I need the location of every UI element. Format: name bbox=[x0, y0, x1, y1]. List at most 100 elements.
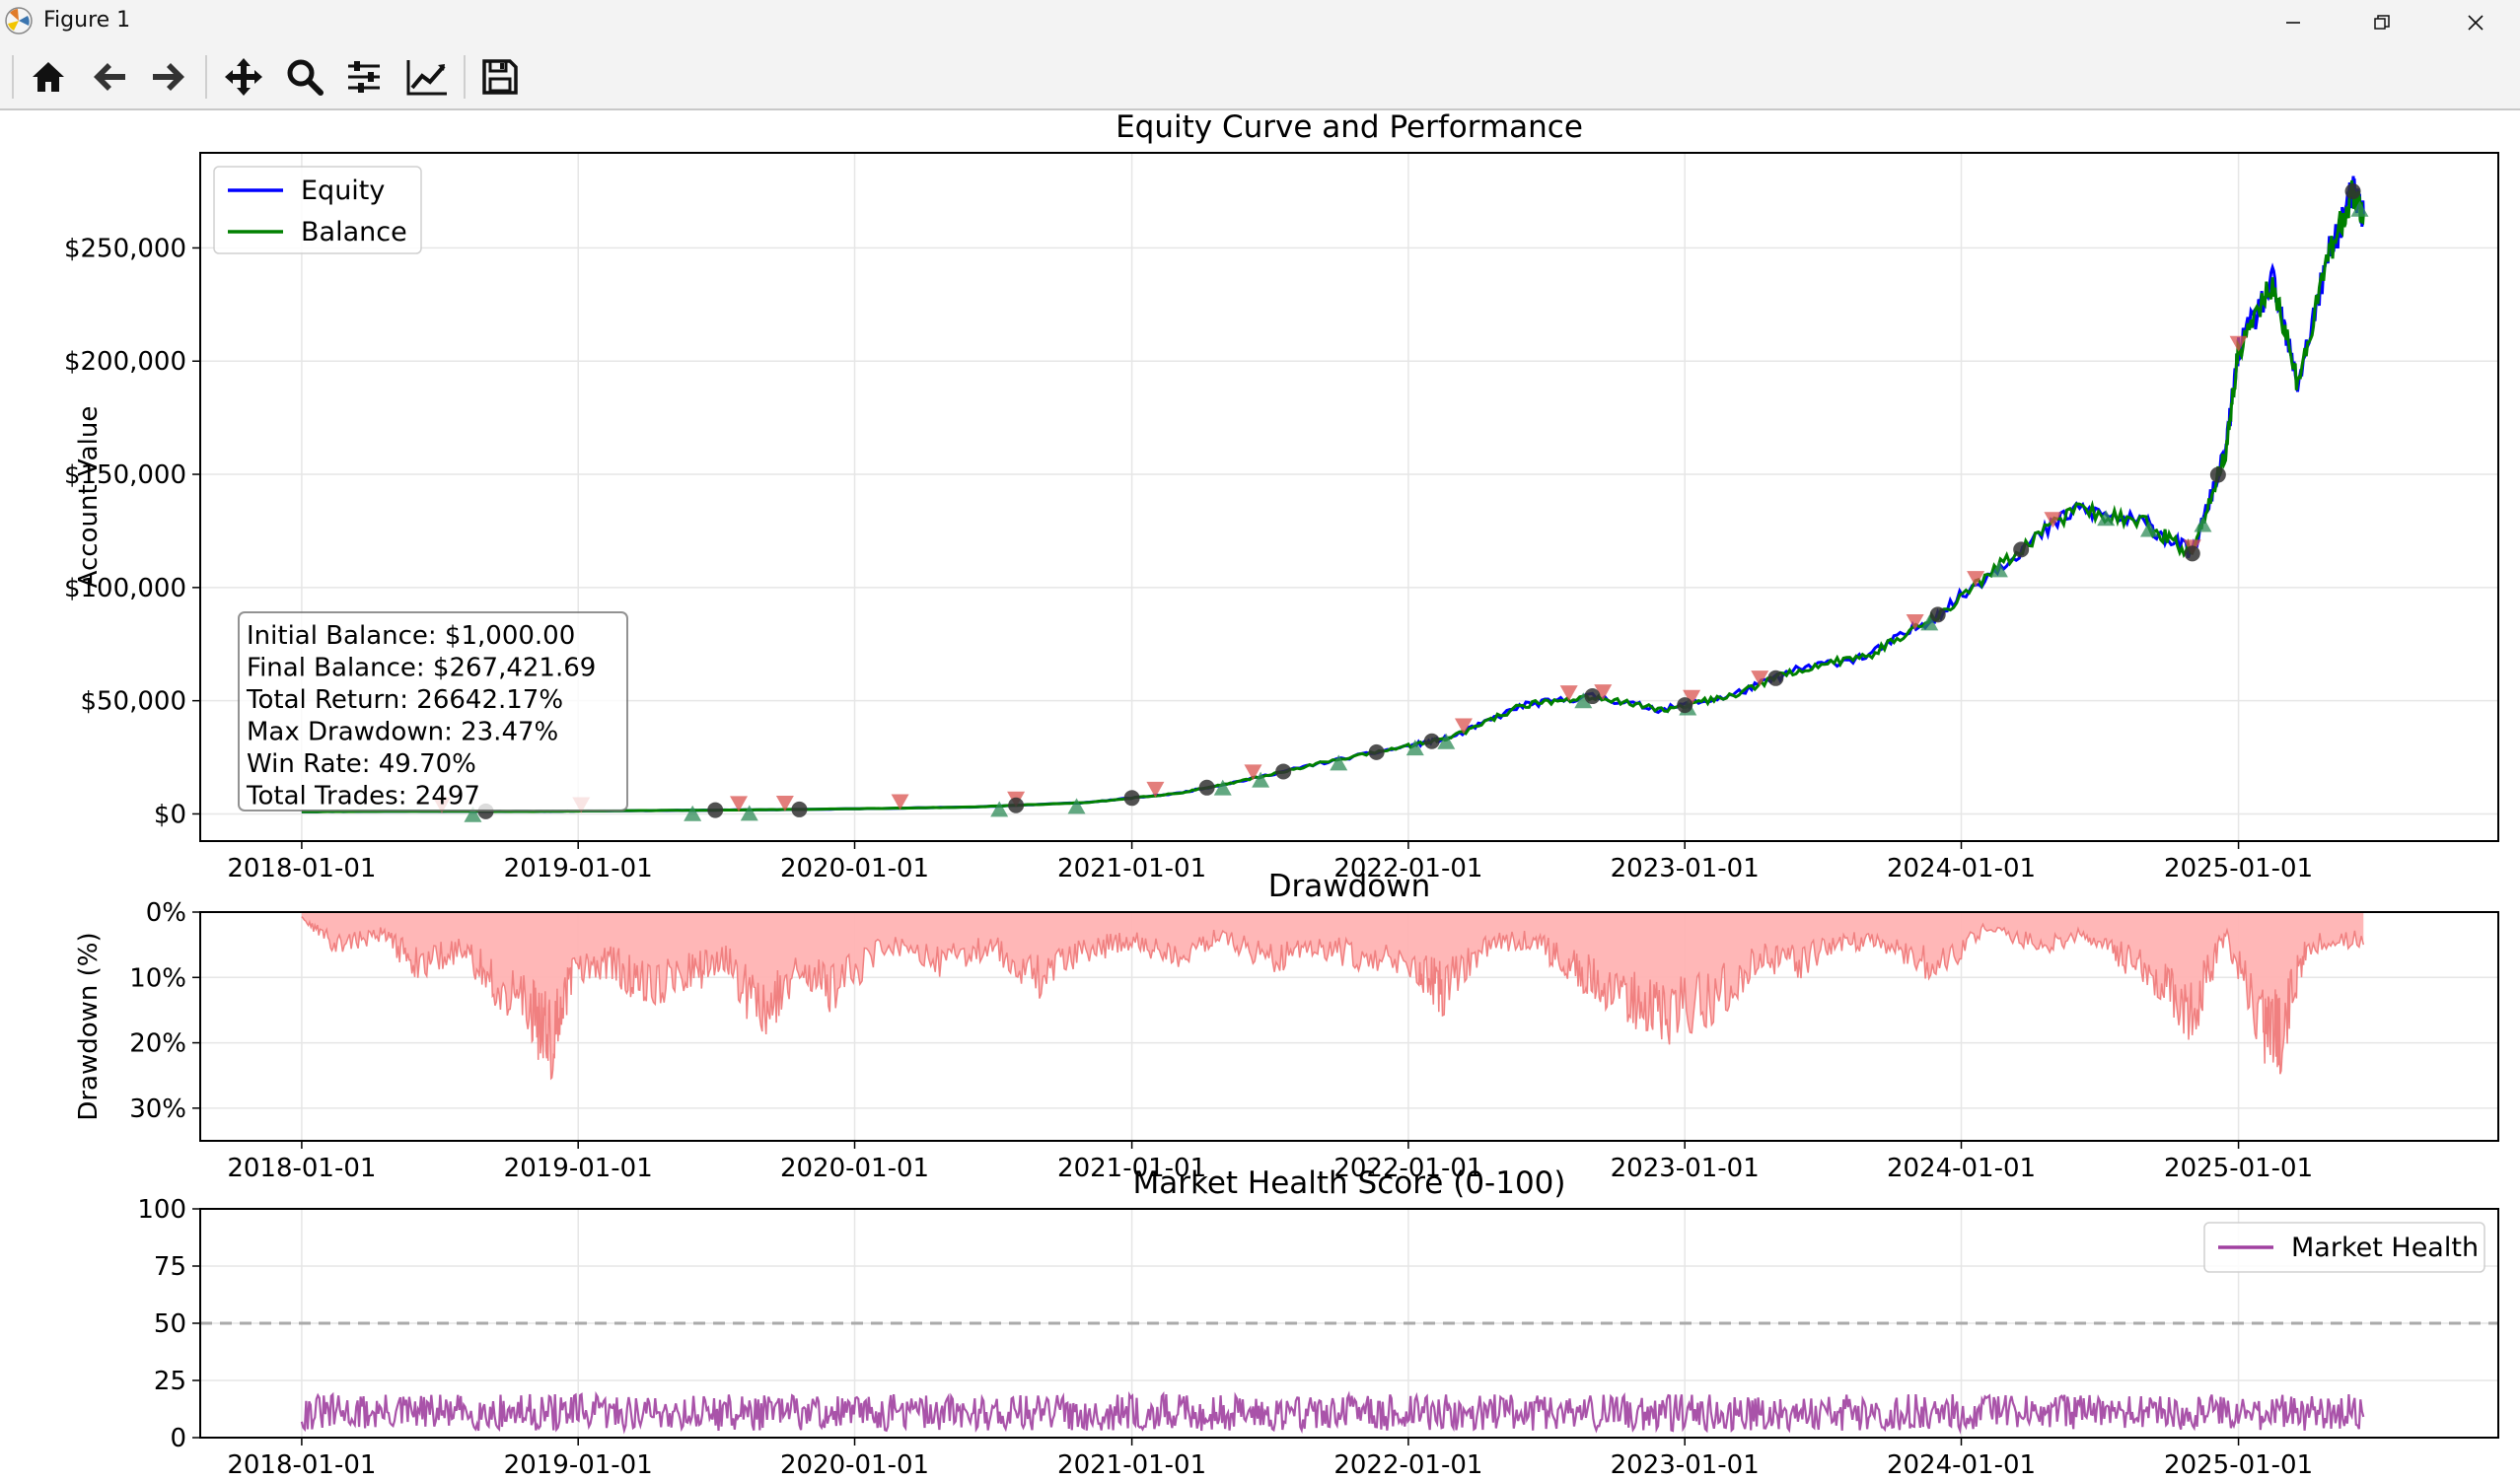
back-button[interactable] bbox=[87, 55, 132, 99]
y-tick-label: $200,000 bbox=[64, 347, 186, 377]
buy-marker bbox=[2097, 510, 2116, 527]
sell-marker bbox=[1244, 764, 1262, 781]
drawdown-area bbox=[301, 912, 2364, 1079]
buy-marker bbox=[1574, 692, 1593, 709]
sliders-icon bbox=[348, 61, 380, 93]
sell-marker bbox=[1454, 718, 1473, 735]
arrow-left-icon bbox=[94, 63, 125, 91]
exit-marker bbox=[1584, 688, 1601, 705]
x-tick-label: 2024-01-01 bbox=[1887, 1450, 2036, 1480]
exit-marker bbox=[2209, 466, 2226, 483]
equity-axes: 2018-01-01 2019-01-01 2020-01-01 2021-01-01… bbox=[64, 110, 2499, 883]
stats-line: Max Drawdown: 23.47% bbox=[247, 718, 558, 747]
sell-marker bbox=[2229, 335, 2248, 352]
legend-frame bbox=[2203, 1222, 2485, 1273]
x-tick-label: 2021-01-01 bbox=[1057, 854, 1206, 883]
drawdown-axes: 2018-01-01 2019-01-01 2020-01-01 2021-01-01… bbox=[74, 869, 2499, 1183]
exit-marker bbox=[1423, 733, 1440, 749]
y-tick-label: 50 bbox=[154, 1309, 186, 1339]
forward-button[interactable] bbox=[146, 55, 191, 99]
figure-canvas[interactable]: 2018-01-01 2019-01-01 2020-01-01 2021-01-01… bbox=[0, 110, 2520, 1482]
close-icon bbox=[2468, 15, 2484, 31]
buy-marker bbox=[1920, 614, 1939, 631]
magnifier-icon bbox=[287, 59, 324, 96]
exit-marker bbox=[1929, 606, 1946, 623]
save-button[interactable] bbox=[477, 55, 523, 99]
axes-frame bbox=[199, 152, 2499, 842]
sell-marker bbox=[775, 796, 794, 812]
buy-marker bbox=[2139, 521, 2158, 537]
maximize-button[interactable] bbox=[2338, 0, 2426, 45]
stats-box-frame bbox=[238, 611, 628, 812]
zoom-button[interactable] bbox=[282, 55, 327, 99]
exit-marker bbox=[1368, 743, 1385, 760]
edit-axis-button[interactable] bbox=[404, 55, 450, 99]
x-tick-label: 2021-01-01 bbox=[1057, 1450, 1206, 1480]
pan-button[interactable] bbox=[221, 55, 266, 99]
exit-marker bbox=[2344, 183, 2361, 200]
x-tick-label: 2023-01-01 bbox=[1611, 1450, 1760, 1480]
equity-legend: Equity Balance bbox=[213, 166, 422, 254]
x-tick-label: 2022-01-01 bbox=[1333, 854, 1482, 883]
stats-line: Final Balance: $267,421.69 bbox=[247, 654, 596, 683]
sell-marker bbox=[730, 796, 749, 812]
sell-marker bbox=[1559, 685, 1578, 702]
buy-marker bbox=[1330, 754, 1348, 771]
exit-marker bbox=[1275, 763, 1292, 780]
minimize-button[interactable] bbox=[2249, 0, 2338, 45]
axes-title: Market Health Score (0-100) bbox=[1132, 1165, 1565, 1201]
sell-marker bbox=[2044, 512, 2062, 529]
market-health-axes: 2018-01-01 2019-01-01 2020-01-01 2021-01-01… bbox=[137, 1165, 2499, 1480]
buy-marker bbox=[1437, 733, 1456, 749]
sell-marker bbox=[1906, 614, 1924, 631]
drawdown-line bbox=[301, 916, 2365, 1081]
buy-marker bbox=[1405, 740, 1424, 756]
sell-marker bbox=[1751, 670, 1769, 687]
x-tick-label: 2024-01-01 bbox=[1887, 1154, 2036, 1183]
x-tick-label: 2021-01-01 bbox=[1057, 1154, 1206, 1183]
floppy-disk-icon bbox=[482, 59, 518, 95]
buy-marker bbox=[464, 806, 482, 822]
stats-line: Initial Balance: $1,000.00 bbox=[247, 621, 575, 651]
x-tick-label: 2019-01-01 bbox=[504, 854, 653, 883]
performance-stats-box: Initial Balance: $1,000.00 Final Balance:… bbox=[238, 611, 628, 812]
buy-marker bbox=[1252, 771, 1270, 788]
stats-line: Total Return: 26642.17% bbox=[246, 685, 563, 715]
axes-title: Drawdown bbox=[1268, 869, 1431, 904]
x-tick-label: 2020-01-01 bbox=[780, 1450, 929, 1480]
x-tick-label: 2023-01-01 bbox=[1611, 1154, 1760, 1183]
x-tick-label: 2018-01-01 bbox=[227, 1154, 376, 1183]
exit-marker bbox=[791, 801, 808, 817]
buy-marker bbox=[1989, 561, 2008, 578]
matplotlib-app-icon bbox=[5, 7, 33, 35]
move-arrows-icon bbox=[225, 58, 262, 96]
y-tick-label: $250,000 bbox=[64, 234, 186, 263]
x-tick-label: 2022-01-01 bbox=[1333, 1154, 1482, 1183]
home-button[interactable] bbox=[26, 55, 71, 99]
window-titlebar: Figure 1 bbox=[0, 0, 2520, 45]
y-tick-label: 75 bbox=[154, 1252, 186, 1282]
y-tick-label: 0 bbox=[170, 1424, 186, 1453]
arrow-right-icon bbox=[153, 63, 184, 91]
toolbar-separator bbox=[12, 55, 14, 99]
window-title: Figure 1 bbox=[43, 8, 131, 33]
y-axis-label: Drawdown (%) bbox=[74, 932, 104, 1120]
x-tick-label: 2024-01-01 bbox=[1887, 854, 2036, 883]
sell-marker bbox=[891, 794, 909, 811]
x-tick-label: 2022-01-01 bbox=[1333, 1450, 1482, 1480]
x-tick-label: 2020-01-01 bbox=[780, 854, 929, 883]
line-chart-icon bbox=[406, 60, 447, 96]
minimize-icon bbox=[2286, 22, 2300, 24]
axes-title: Equity Curve and Performance bbox=[1116, 110, 1583, 145]
x-tick-label: 2025-01-01 bbox=[2164, 1450, 2313, 1480]
x-tick-label: 2019-01-01 bbox=[504, 1450, 653, 1480]
sell-marker bbox=[1146, 781, 1165, 798]
x-tick-label: 2025-01-01 bbox=[2164, 1154, 2313, 1183]
exit-marker bbox=[2184, 545, 2200, 562]
buy-marker bbox=[740, 805, 758, 821]
configure-subplots-button[interactable] bbox=[341, 55, 387, 99]
close-button[interactable] bbox=[2431, 0, 2520, 45]
legend-label: Balance bbox=[301, 217, 407, 247]
buy-marker bbox=[684, 805, 702, 821]
exit-marker bbox=[1677, 697, 1693, 714]
